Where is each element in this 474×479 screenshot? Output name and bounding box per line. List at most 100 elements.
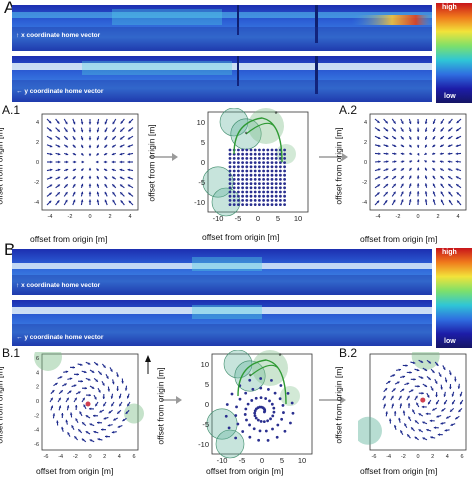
amid-dot: [270, 148, 274, 152]
bmid-dot: [262, 420, 266, 424]
a1-arrow-head: [49, 144, 53, 148]
bmid-goal-marker: *: [278, 352, 281, 361]
a1-ytick: 4: [36, 120, 39, 126]
bmid-dot: [257, 438, 261, 442]
a2-arrow-head: [393, 136, 397, 140]
amid-dot: [245, 203, 249, 206]
b2-ylabel-box: offset from origin [m]: [334, 360, 355, 460]
bmid-xtick: 0: [260, 456, 264, 465]
b2-arrow-head: [408, 416, 411, 420]
amid-dot: [237, 199, 240, 202]
b1-arrow-head: [119, 403, 122, 407]
a2-ytick: -2: [362, 180, 367, 186]
amid-dot: [241, 199, 244, 202]
b2-arrow-head: [441, 408, 444, 412]
b1-ytick: -6: [34, 442, 39, 448]
b2-arrow-head: [401, 388, 405, 392]
amid-dot: [270, 203, 274, 206]
a1-arrow-head: [49, 152, 53, 156]
a2-arrow-head: [455, 160, 459, 163]
amid-dot: [274, 173, 278, 177]
bmid-path: [249, 364, 279, 377]
b1-arrow-head: [67, 432, 70, 435]
b1-xtick: 2: [103, 454, 106, 460]
a2-arrow-head: [416, 121, 420, 125]
sub-a1-label: A.1: [2, 103, 21, 117]
b2-arrow-head: [424, 368, 428, 371]
a2-arrow-head: [424, 129, 428, 132]
amid-dot: [258, 157, 261, 160]
amid-dot: [270, 169, 274, 173]
a2-arrow-head: [424, 121, 428, 125]
b2-arrow-head: [398, 368, 401, 372]
b1-arrow-head: [82, 422, 85, 425]
bmid-dot: [290, 401, 294, 405]
amid-dot: [249, 203, 253, 206]
b1-arrow-head: [61, 413, 64, 416]
a1-arrow-head: [65, 199, 68, 203]
a1-ylabel: offset from origin [m]: [0, 127, 5, 205]
bmid-xtick: 10: [298, 456, 306, 465]
bmid-xtick: 5: [280, 456, 284, 465]
b2-arrow-head: [432, 370, 435, 373]
amid-dot: [253, 182, 257, 185]
b1-arrow-head: [125, 411, 129, 414]
a1-arrow-head: [81, 153, 84, 156]
amid-dot: [241, 182, 244, 185]
amid-dot: [249, 182, 253, 185]
b2-arrow-head: [420, 360, 424, 363]
b1-arrow-head: [108, 410, 112, 414]
a1-arrow-head: [88, 175, 92, 179]
b1-arrow-head: [93, 414, 96, 418]
amid-dot: [237, 157, 240, 160]
colorbar-a-gradient: [436, 3, 472, 103]
a1-arrow-head: [57, 184, 60, 187]
a1-arrow-head: [49, 168, 53, 172]
strip-b-x-label: ↑ x coordinate home vector: [16, 282, 101, 289]
bmid-dot: [276, 423, 280, 427]
a2-arrow-head: [440, 176, 443, 179]
a2-xlabel: offset from origin [m]: [360, 234, 438, 244]
b1-arrow-head: [80, 379, 83, 383]
amid-dot: [279, 190, 282, 194]
panel-a-letter: A: [4, 0, 16, 17]
amid-dot: [274, 203, 278, 206]
b2-arrow-head: [392, 374, 396, 377]
a1-arrow-head: [73, 160, 77, 164]
a2-arrow-head: [377, 184, 380, 187]
b1-arrow-head: [124, 388, 128, 391]
a1-arrow-head: [72, 184, 76, 187]
a1-arrow-head: [88, 167, 92, 171]
amid-dot: [262, 186, 265, 190]
a2-arrow-head: [385, 168, 389, 171]
amid-dot: [283, 148, 286, 152]
amid-dot: [270, 165, 274, 169]
b1-arrow-head: [83, 404, 86, 408]
b2-center: [420, 397, 426, 403]
amid-dot: [237, 173, 240, 177]
bmid-dot: [253, 409, 257, 413]
amid-dot: [228, 169, 232, 173]
amid-dot: [237, 161, 240, 164]
bmid-dot: [259, 386, 263, 390]
a1-arrow-head: [96, 145, 100, 148]
amid-dot: [249, 194, 253, 198]
a1-arrow-head: [80, 176, 84, 179]
a2-arrow-head: [416, 191, 420, 194]
amid-dot: [245, 161, 249, 164]
a2-arrow-head: [424, 199, 428, 202]
b2-arrow-head: [421, 391, 424, 395]
a2-arrow-head: [440, 136, 443, 140]
b1-north-arrow-head: [145, 355, 151, 362]
b1-arrow-head: [102, 383, 105, 386]
a-arrow-2: [319, 153, 348, 161]
amid-dot: [253, 199, 257, 202]
a1-arrow-head: [88, 199, 92, 202]
a1-arrow-head: [104, 168, 107, 172]
a1-arrow-head: [65, 152, 69, 156]
b1-xtick: -6: [44, 454, 49, 460]
b1-arrow-head: [126, 395, 130, 399]
bmid-dot: [279, 384, 283, 387]
b2-arrow-head: [385, 411, 388, 414]
a2-arrow-head: [377, 136, 381, 139]
